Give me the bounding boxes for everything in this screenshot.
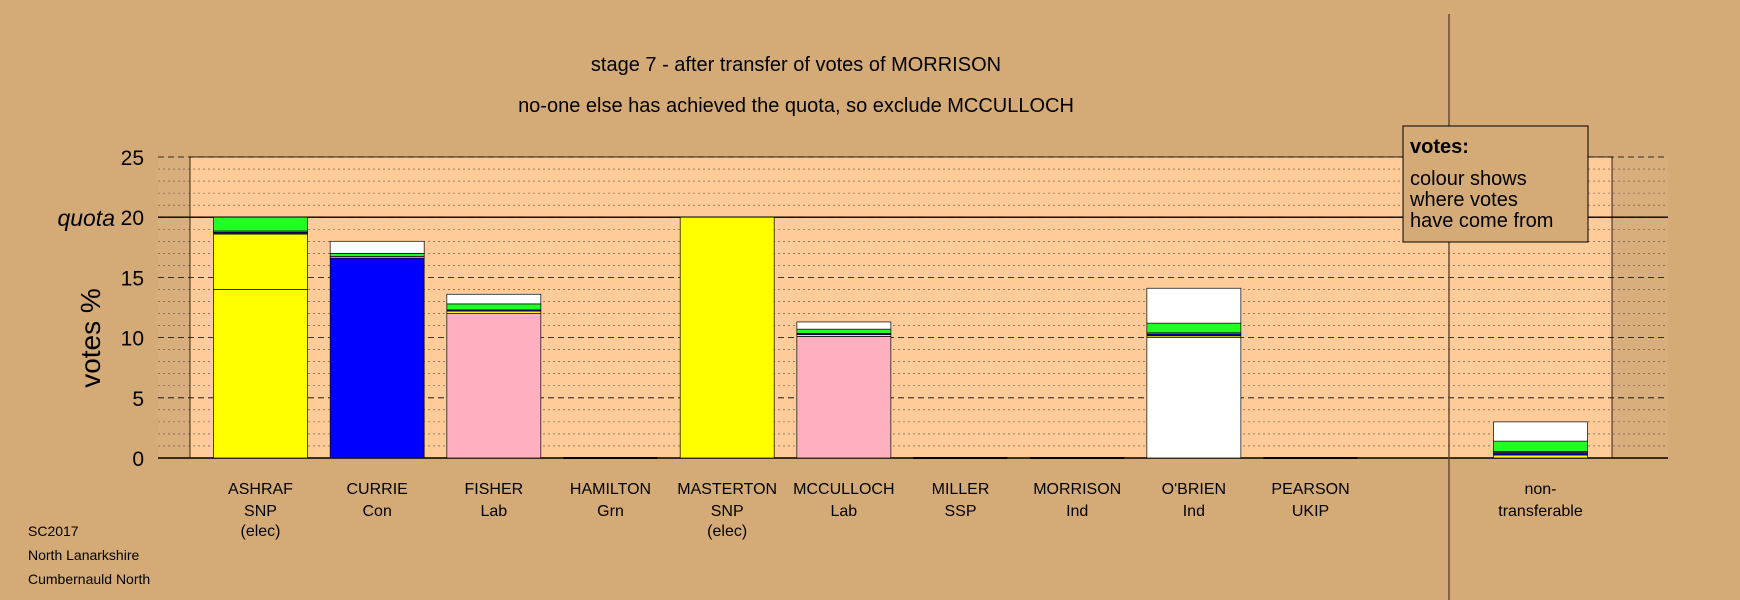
bar-segment-lab <box>796 336 892 459</box>
quota-label: quota <box>57 205 115 231</box>
bar-segment-grn <box>329 252 425 257</box>
candidate-name: O'BRIEN <box>1162 481 1226 498</box>
y-axis-label: votes % <box>75 288 106 388</box>
candidate-party: Grn <box>597 503 624 520</box>
bar-nontransferable <box>1493 421 1588 459</box>
y-axis-ticks: 0 5 10 15 20 25 <box>121 147 144 471</box>
candidate-name: FISHER <box>465 481 524 498</box>
bars <box>213 216 1588 459</box>
bar-masterton <box>679 216 775 459</box>
nontransferable-label: transferable <box>1498 503 1583 520</box>
y-tick-label: 15 <box>121 267 144 290</box>
bar-segment-snp <box>446 310 542 314</box>
candidate-party: SNP <box>711 503 744 520</box>
footer-line-2: North Lanarkshire <box>28 547 139 563</box>
candidate-note: (elec) <box>240 523 280 540</box>
bar-segment-ind <box>329 240 425 254</box>
chart-subtitle: no-one else has achieved the quota, so e… <box>518 95 1074 117</box>
candidate-party: Con <box>362 503 391 520</box>
x-axis-labels: ASHRAF SNP (elec) CURRIE Con FISHER Lab HAMILTO… <box>228 481 1583 540</box>
y-tick-label: 0 <box>132 448 144 471</box>
bar-ashraf <box>213 216 308 459</box>
candidate-party: Ind <box>1066 503 1088 520</box>
bar-segment-snp <box>1493 454 1588 459</box>
bar-segment-ind <box>1146 337 1242 459</box>
candidate-party: SSP <box>945 503 977 520</box>
legend-box <box>1402 125 1589 243</box>
footer: SC2017 North Lanarkshire Cumbernauld Nor… <box>28 523 150 587</box>
y-tick-label: 5 <box>132 388 144 411</box>
legend-line-3: have come from <box>1410 210 1553 232</box>
candidate-note: (elec) <box>707 523 747 540</box>
nontransferable-label: non- <box>1524 481 1556 498</box>
candidate-party: Lab <box>830 503 857 520</box>
bar-segment-ind <box>1493 421 1588 442</box>
bar-segment-grn <box>213 216 308 232</box>
bar-segment-grn <box>1146 322 1242 334</box>
legend-title: votes: <box>1410 136 1469 158</box>
footer-line-3: Cumbernauld North <box>28 571 150 587</box>
bar-mcculloch <box>796 321 892 459</box>
bar-segment-con <box>329 257 425 459</box>
candidate-name: ASHRAF <box>228 481 293 498</box>
candidate-party: Ind <box>1183 503 1205 520</box>
bar-segment-ind <box>796 321 892 330</box>
bar-obrien <box>1146 287 1242 459</box>
bar-fisher <box>446 293 542 459</box>
candidate-party: SNP <box>244 503 277 520</box>
y-tick-label: 10 <box>121 328 144 351</box>
y-tick-label: 25 <box>121 147 144 170</box>
bar-segment-ind <box>1146 287 1242 324</box>
bar-segment-ind <box>446 293 542 305</box>
bar-segment-lab <box>446 313 542 459</box>
bar-segment-snp <box>213 233 308 290</box>
bar-segment-con <box>1493 452 1588 456</box>
candidate-name: MILLER <box>932 481 990 498</box>
candidate-name: CURRIE <box>346 481 407 498</box>
legend-line-2: where votes <box>1409 189 1518 211</box>
y-tick-label: 20 <box>121 207 144 230</box>
candidate-party: UKIP <box>1292 503 1329 520</box>
footer-line-1: SC2017 <box>28 523 79 539</box>
bar-segment-snp <box>679 216 775 459</box>
legend: votes: colour shows where votes have com… <box>1402 125 1589 243</box>
bar-currie <box>329 240 425 459</box>
bar-segment-snp <box>213 289 308 459</box>
bar-segment-grn <box>1493 440 1588 452</box>
bar-segment-grn <box>796 328 892 334</box>
candidate-name: MASTERTON <box>677 481 777 498</box>
bar-segment-grn <box>446 303 542 311</box>
candidate-name: MCCULLOCH <box>793 481 894 498</box>
candidate-party: Lab <box>480 503 507 520</box>
plot-right-margin <box>1612 157 1668 458</box>
candidate-name: MORRISON <box>1033 481 1121 498</box>
legend-line-1: colour shows <box>1410 168 1527 190</box>
plot-left-margin <box>158 157 190 458</box>
chart-title: stage 7 - after transfer of votes of MOR… <box>591 54 1001 76</box>
candidate-name: PEARSON <box>1271 481 1349 498</box>
candidate-name: HAMILTON <box>570 481 651 498</box>
